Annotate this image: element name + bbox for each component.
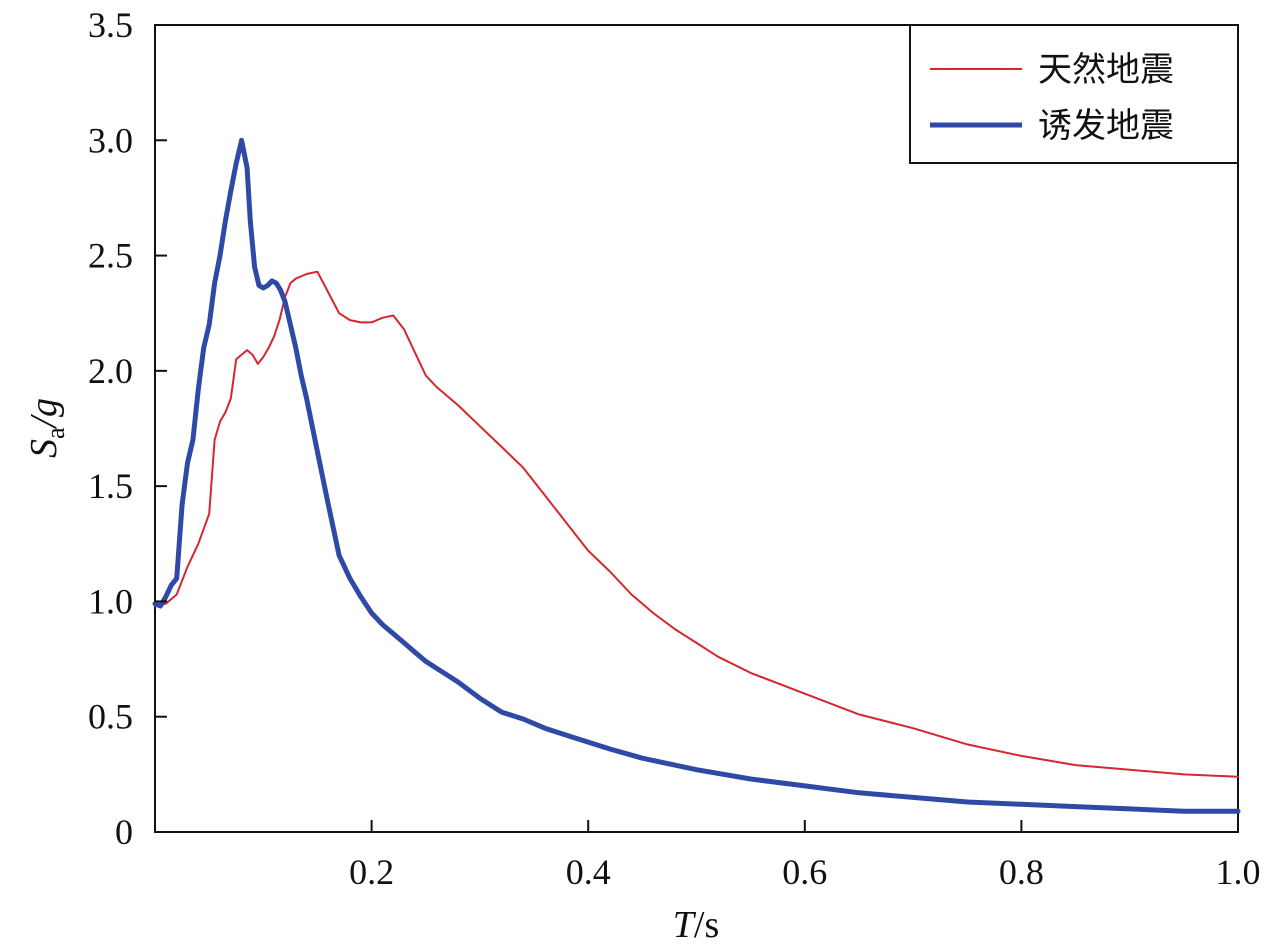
- y-axis-title: Sa/g: [23, 398, 70, 458]
- y-tick-label: 1.0: [88, 581, 133, 621]
- y-tick-label: 0: [115, 812, 133, 852]
- y-axis-title-sub: a: [41, 427, 70, 439]
- x-tick-label: 0.2: [349, 852, 394, 892]
- x-tick-label: 0.8: [999, 852, 1044, 892]
- y-tick-label: 3.5: [88, 5, 133, 45]
- legend-label: 诱发地震: [1038, 106, 1174, 146]
- y-tick-label: 3.0: [88, 120, 133, 160]
- plot-area-frame: [154, 24, 1239, 833]
- x-tick-label: 1.0: [1216, 852, 1261, 892]
- x-axis-title-unit: /s: [694, 904, 719, 946]
- series-line-induced-earthquake: [152, 137, 1241, 814]
- y-axis-title-unit: /g: [23, 398, 65, 430]
- x-axis-title-main: T: [673, 904, 697, 946]
- x-axis-title: T/s: [673, 904, 720, 946]
- y-tick-label: 0.5: [88, 697, 133, 737]
- y-axis-title-main: S: [23, 439, 65, 458]
- x-tick-label: 0.4: [566, 852, 611, 892]
- x-tick-label: 0.6: [782, 852, 827, 892]
- legend-box: [909, 24, 1239, 164]
- legend-label: 天然地震: [1038, 50, 1174, 90]
- series-line-natural-earthquake: [154, 270, 1239, 778]
- y-tick-label: 2.0: [88, 351, 133, 391]
- y-tick-label: 1.5: [88, 466, 133, 506]
- y-tick-label: 2.5: [88, 236, 133, 276]
